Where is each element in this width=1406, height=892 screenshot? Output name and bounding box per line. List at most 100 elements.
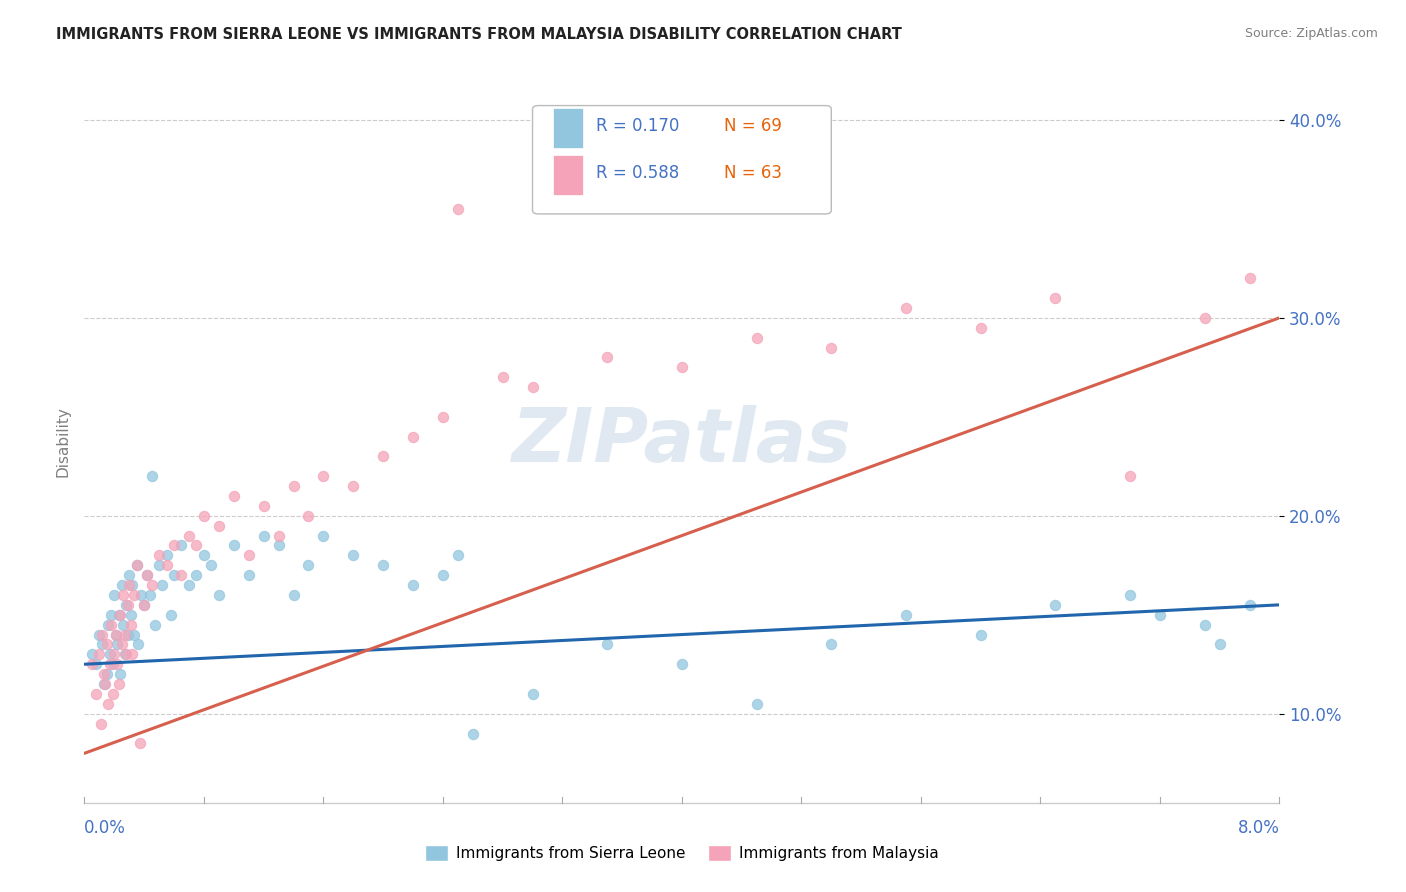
Point bbox=[894, 607, 917, 622]
Point bbox=[118, 578, 141, 592]
Point bbox=[110, 667, 132, 681]
Point bbox=[522, 687, 544, 701]
Point bbox=[117, 598, 139, 612]
Point bbox=[820, 341, 842, 355]
Point bbox=[342, 479, 364, 493]
Text: Source: ZipAtlas.com: Source: ZipAtlas.com bbox=[1244, 27, 1378, 40]
Point bbox=[186, 539, 208, 553]
Text: R = 0.170: R = 0.170 bbox=[596, 117, 679, 135]
Point bbox=[596, 637, 619, 651]
Point bbox=[193, 549, 215, 563]
Point bbox=[97, 617, 120, 632]
Point bbox=[129, 588, 152, 602]
Point bbox=[101, 657, 124, 672]
Point bbox=[461, 726, 484, 740]
Point bbox=[163, 568, 186, 582]
Text: N = 69: N = 69 bbox=[724, 117, 782, 135]
Point bbox=[96, 667, 118, 681]
Point bbox=[155, 549, 177, 563]
Point bbox=[447, 549, 470, 563]
Point bbox=[200, 558, 222, 573]
FancyBboxPatch shape bbox=[553, 155, 582, 195]
Point bbox=[1119, 469, 1142, 483]
Point bbox=[114, 627, 136, 641]
Point bbox=[312, 528, 335, 542]
Point bbox=[93, 677, 115, 691]
Legend: Immigrants from Sierra Leone, Immigrants from Malaysia: Immigrants from Sierra Leone, Immigrants… bbox=[419, 839, 945, 867]
Point bbox=[820, 637, 842, 651]
Point bbox=[112, 588, 135, 602]
Point bbox=[107, 677, 129, 691]
Point bbox=[115, 598, 138, 612]
Point bbox=[1045, 291, 1067, 305]
Point bbox=[143, 617, 166, 632]
Point bbox=[104, 627, 127, 641]
Point bbox=[86, 657, 108, 672]
Point bbox=[671, 657, 693, 672]
Point bbox=[170, 539, 193, 553]
Text: R = 0.588: R = 0.588 bbox=[596, 164, 679, 183]
Point bbox=[222, 539, 245, 553]
Point bbox=[127, 637, 149, 651]
Point bbox=[122, 627, 145, 641]
Point bbox=[155, 558, 177, 573]
Point bbox=[96, 637, 118, 651]
Point bbox=[97, 697, 120, 711]
Point bbox=[283, 588, 305, 602]
Point bbox=[100, 617, 122, 632]
Point bbox=[86, 687, 108, 701]
Y-axis label: Disability: Disability bbox=[55, 406, 70, 477]
Point bbox=[745, 697, 768, 711]
Point bbox=[114, 648, 136, 662]
Point bbox=[112, 617, 135, 632]
Point bbox=[132, 598, 156, 612]
Point bbox=[267, 528, 290, 542]
Point bbox=[98, 648, 121, 662]
Point bbox=[136, 568, 159, 582]
Point bbox=[100, 607, 122, 622]
Point bbox=[222, 489, 245, 503]
Point bbox=[160, 607, 183, 622]
Text: 0.0%: 0.0% bbox=[84, 819, 127, 837]
Point bbox=[1209, 637, 1232, 651]
Point bbox=[136, 568, 159, 582]
Point bbox=[132, 598, 156, 612]
Point bbox=[170, 568, 193, 582]
Point bbox=[432, 568, 454, 582]
Point bbox=[193, 508, 215, 523]
Point bbox=[970, 627, 993, 641]
Point bbox=[238, 568, 260, 582]
Point bbox=[150, 578, 173, 592]
Point bbox=[125, 558, 148, 573]
Point bbox=[148, 549, 170, 563]
Point bbox=[312, 469, 335, 483]
Point bbox=[373, 558, 395, 573]
Point bbox=[1045, 598, 1067, 612]
Point bbox=[267, 539, 290, 553]
Point bbox=[121, 648, 143, 662]
Point bbox=[122, 588, 145, 602]
Point bbox=[1194, 617, 1216, 632]
Point bbox=[111, 637, 134, 651]
Point bbox=[745, 330, 768, 344]
Point bbox=[1239, 598, 1261, 612]
Point bbox=[208, 588, 231, 602]
Text: 8.0%: 8.0% bbox=[1237, 819, 1279, 837]
Point bbox=[103, 588, 125, 602]
Point bbox=[447, 202, 470, 216]
Point bbox=[105, 657, 128, 672]
Point bbox=[894, 301, 917, 315]
Text: N = 63: N = 63 bbox=[724, 164, 782, 183]
Point bbox=[596, 351, 619, 365]
Point bbox=[148, 558, 170, 573]
Point bbox=[671, 360, 693, 375]
Point bbox=[80, 648, 103, 662]
Point bbox=[103, 648, 125, 662]
Point bbox=[186, 568, 208, 582]
FancyBboxPatch shape bbox=[533, 105, 831, 214]
Point bbox=[117, 627, 139, 641]
Point bbox=[342, 549, 364, 563]
Point bbox=[432, 409, 454, 424]
Point bbox=[1149, 607, 1171, 622]
Point bbox=[89, 648, 111, 662]
